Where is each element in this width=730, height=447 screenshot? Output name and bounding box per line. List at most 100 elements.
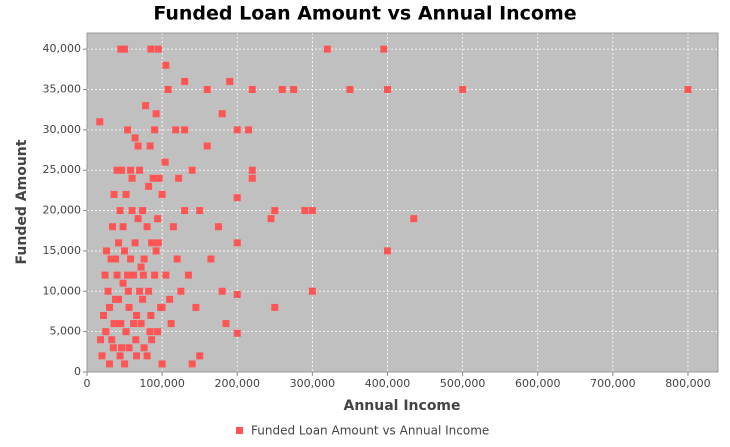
- point: [117, 320, 125, 328]
- point: [188, 360, 196, 368]
- point: [102, 328, 110, 336]
- point: [107, 255, 115, 263]
- point: [115, 239, 123, 247]
- point: [290, 86, 298, 93]
- point: [151, 126, 159, 134]
- point: [203, 86, 211, 93]
- legend-label: Funded Loan Amount vs Annual Income: [251, 424, 489, 438]
- point: [152, 110, 160, 118]
- point: [122, 328, 130, 336]
- point: [154, 215, 162, 223]
- point: [113, 271, 121, 279]
- point: [145, 287, 153, 295]
- y-tick-label: 25,000: [43, 163, 82, 176]
- y-tick-label: 15,000: [43, 244, 82, 257]
- point: [161, 158, 169, 166]
- point: [222, 320, 230, 328]
- point: [383, 86, 391, 93]
- point: [112, 255, 120, 263]
- y-axis-label: Funded Amount: [14, 139, 30, 264]
- point: [116, 352, 124, 360]
- point: [218, 110, 226, 118]
- x-tick-label: 100,000: [139, 377, 185, 390]
- point: [110, 320, 118, 328]
- point: [248, 166, 256, 174]
- point: [139, 207, 147, 215]
- point: [112, 295, 120, 303]
- point: [196, 352, 204, 360]
- point: [134, 215, 142, 223]
- x-tick-label: 800,000: [665, 377, 711, 390]
- point: [184, 271, 192, 279]
- y-tick-label: 10,000: [43, 284, 82, 297]
- point: [132, 336, 140, 344]
- point: [121, 247, 129, 255]
- point: [133, 352, 141, 360]
- point: [134, 142, 142, 150]
- point: [271, 207, 279, 215]
- point: [162, 61, 170, 69]
- point: [218, 287, 226, 295]
- point: [108, 336, 116, 344]
- x-axis-label: Annual Income: [343, 398, 460, 414]
- point: [271, 303, 279, 311]
- point: [233, 329, 241, 337]
- x-tick-label: 400,000: [365, 377, 411, 390]
- point: [233, 126, 241, 134]
- point: [203, 142, 211, 150]
- point: [127, 166, 135, 174]
- point: [308, 287, 316, 295]
- point: [98, 352, 106, 360]
- y-tick-label: 40,000: [43, 42, 82, 55]
- point: [158, 303, 166, 311]
- point: [154, 328, 162, 336]
- point: [130, 320, 138, 328]
- point: [131, 134, 139, 142]
- point: [175, 174, 183, 182]
- point: [149, 174, 157, 182]
- point: [103, 247, 111, 255]
- plot-border: [86, 32, 719, 373]
- point: [124, 271, 132, 279]
- point: [137, 320, 145, 328]
- point: [380, 45, 388, 53]
- point: [192, 303, 200, 311]
- point: [109, 344, 117, 352]
- point: [301, 207, 309, 215]
- point: [148, 336, 156, 344]
- point: [177, 287, 185, 295]
- point: [459, 86, 467, 93]
- point: [233, 239, 241, 247]
- point: [684, 86, 692, 93]
- point: [109, 223, 117, 231]
- point: [410, 215, 418, 223]
- y-tick-label: 30,000: [43, 123, 82, 136]
- point: [136, 287, 144, 295]
- point: [154, 45, 162, 53]
- y-tick-label: 0: [74, 365, 81, 378]
- point: [137, 263, 145, 271]
- point: [136, 166, 144, 174]
- y-tick-label: 35,000: [43, 83, 82, 96]
- point: [106, 360, 114, 368]
- point: [122, 190, 130, 198]
- point: [308, 207, 316, 215]
- point: [181, 126, 189, 134]
- point: [248, 86, 256, 93]
- point: [166, 295, 174, 303]
- point: [104, 287, 112, 295]
- point: [121, 45, 129, 53]
- point: [173, 255, 181, 263]
- point: [154, 239, 162, 247]
- chart-title: Funded Loan Amount vs Annual Income: [153, 3, 576, 25]
- point: [158, 190, 166, 198]
- point: [148, 239, 156, 247]
- point: [96, 118, 104, 126]
- point: [140, 255, 148, 263]
- point: [214, 223, 222, 231]
- point: [128, 207, 136, 215]
- point: [245, 126, 253, 134]
- point: [131, 239, 139, 247]
